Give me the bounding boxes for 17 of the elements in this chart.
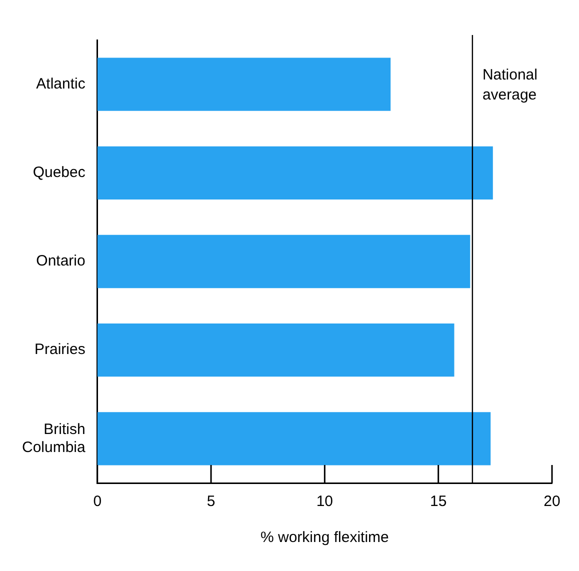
x-tick-label: 5	[206, 493, 216, 510]
x-axis-title: % working flexitime	[260, 529, 389, 546]
y-tick-label: Quebec	[32, 164, 86, 182]
y-tick-label: British Columbia	[22, 420, 86, 456]
x-tick-label: 15	[430, 493, 447, 510]
y-tick-label: Ontario	[36, 252, 86, 270]
bar	[97, 412, 491, 466]
x-tick-label: 10	[316, 493, 334, 510]
ref-line-label: National average	[482, 66, 538, 104]
bar	[97, 146, 493, 200]
bar	[97, 58, 391, 111]
bar	[97, 324, 454, 377]
x-tick-label: 0	[93, 493, 102, 510]
y-tick-label: Prairies	[34, 341, 86, 358]
bar	[97, 234, 470, 288]
y-tick-label: Atlantic	[36, 75, 86, 92]
x-tick-label: 20	[544, 493, 560, 510]
